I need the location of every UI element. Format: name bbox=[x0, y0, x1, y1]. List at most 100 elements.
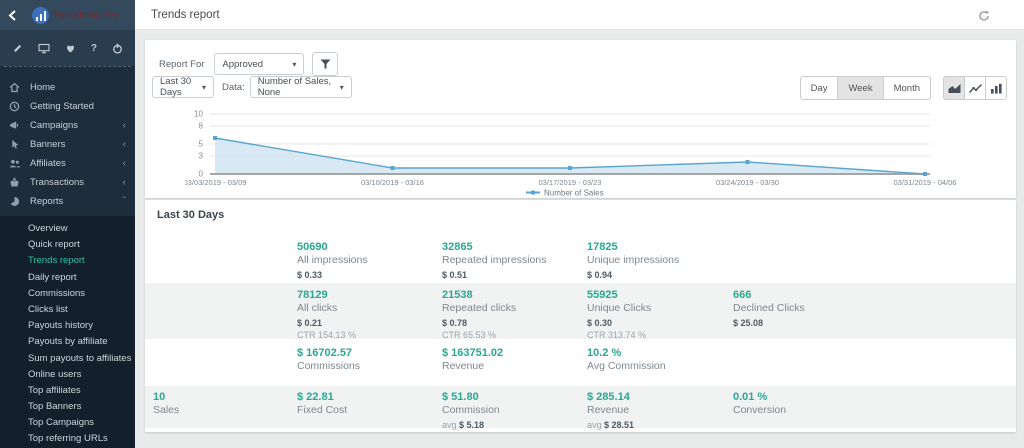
home-icon bbox=[9, 82, 22, 93]
granularity-month-button[interactable]: Month bbox=[883, 76, 931, 100]
sidebar-item-campaigns[interactable]: Campaigns ‹ bbox=[0, 116, 135, 135]
chart-point[interactable] bbox=[568, 166, 572, 170]
heart-icon[interactable] bbox=[65, 43, 76, 54]
stats-card: Last 30 Days 50690 All impressions $ 0.3… bbox=[145, 200, 1016, 432]
filter-button[interactable] bbox=[312, 52, 338, 76]
submenu-item-payouts-history[interactable]: Payouts history bbox=[0, 318, 135, 334]
chart-point[interactable] bbox=[746, 160, 750, 164]
pointer-icon bbox=[9, 139, 22, 150]
sidebar-item-label: Transactions bbox=[30, 177, 123, 188]
caret-down-icon: ▾ bbox=[194, 83, 206, 92]
bar-chart-button[interactable] bbox=[985, 76, 1007, 100]
submenu-item-top-banners[interactable]: Top Banners bbox=[0, 399, 135, 415]
bar-chart-icon bbox=[990, 83, 1003, 94]
stat-value: 666 bbox=[733, 289, 805, 301]
report-for-select[interactable]: Approved ▾ bbox=[214, 53, 304, 75]
funnel-icon bbox=[320, 59, 331, 69]
granularity-week-button[interactable]: Week bbox=[837, 76, 883, 100]
submenu-item-top-campaigns[interactable]: Top Campaigns bbox=[0, 415, 135, 431]
monitor-icon[interactable] bbox=[38, 43, 50, 54]
stat-fixed-cost: $ 22.81 Fixed Cost bbox=[297, 391, 347, 416]
stat-money: $ 0.78 bbox=[442, 318, 516, 328]
power-icon[interactable] bbox=[112, 43, 123, 54]
stat-conversion: 0.01 % Conversion bbox=[733, 391, 786, 416]
sidebar: Post Affiliate Pro ? Home Getting Starte… bbox=[0, 0, 135, 439]
sidebar-item-getting-started[interactable]: Getting Started bbox=[0, 97, 135, 116]
chart-point[interactable] bbox=[213, 136, 217, 140]
chart-point[interactable] bbox=[391, 166, 395, 170]
stat-value: $ 51.80 bbox=[442, 391, 500, 403]
submenu-item-top-referring-urls[interactable]: Top referring URLs bbox=[0, 431, 135, 447]
sidebar-item-affiliates[interactable]: Affiliates ‹ bbox=[0, 154, 135, 173]
y-tick-label: 8 bbox=[199, 122, 204, 131]
stat-label: Avg Commission bbox=[587, 360, 666, 372]
topbar: Trends report bbox=[135, 0, 1024, 30]
stat-value: 50690 bbox=[297, 241, 368, 253]
back-button[interactable] bbox=[0, 0, 24, 30]
help-icon[interactable]: ? bbox=[91, 43, 97, 54]
sidebar-menu: Home Getting Started Campaigns ‹ Banners… bbox=[0, 67, 135, 448]
submenu-item-quick-report[interactable]: Quick report bbox=[0, 237, 135, 253]
data-label: Data: bbox=[222, 82, 245, 93]
period-select[interactable]: Last 30 Days ▾ bbox=[152, 76, 214, 98]
trend-chart-card: Report For Approved ▾ Last 30 Days ▾ Dat… bbox=[145, 40, 1016, 198]
stat-repeated-impressions: 32865 Repeated impressions $ 0.51 bbox=[442, 241, 546, 280]
stat-commission: $ 51.80 Commission avg $ 5.18 bbox=[442, 391, 500, 430]
chart-legend[interactable]: Number of Sales bbox=[526, 189, 604, 197]
chevron-left-icon: ‹ bbox=[123, 140, 126, 150]
sidebar-item-banners[interactable]: Banners ‹ bbox=[0, 135, 135, 154]
y-tick-label: 3 bbox=[199, 152, 204, 161]
page-title: Trends report bbox=[151, 0, 220, 30]
stat-label: Fixed Cost bbox=[297, 404, 347, 416]
line-chart-button[interactable] bbox=[964, 76, 986, 100]
refresh-icon[interactable] bbox=[978, 9, 990, 27]
area-chart-button[interactable] bbox=[943, 76, 965, 100]
line-chart-icon bbox=[969, 83, 982, 94]
stat-all-clicks: 78129 All clicks $ 0.21 CTR 154.13 % bbox=[297, 289, 356, 340]
stat-money: $ 0.94 bbox=[587, 270, 679, 280]
stat-value: $ 163751.02 bbox=[442, 347, 503, 359]
submenu-item-overview[interactable]: Overview bbox=[0, 221, 135, 237]
stat-value: 17825 bbox=[587, 241, 679, 253]
sidebar-item-home[interactable]: Home bbox=[0, 78, 135, 97]
chart-type-toggle bbox=[943, 76, 1007, 100]
edit-icon[interactable] bbox=[12, 43, 23, 54]
chevron-left-icon bbox=[7, 9, 18, 22]
stat-money: $ 0.51 bbox=[442, 270, 546, 280]
chart-point[interactable] bbox=[923, 172, 927, 176]
pie-icon bbox=[9, 196, 22, 207]
submenu-item-trends-report[interactable]: Trends report bbox=[0, 253, 135, 269]
basket-icon bbox=[9, 177, 22, 188]
report-filter-row: Report For Approved ▾ bbox=[159, 52, 338, 76]
submenu-item-top-affiliates[interactable]: Top affiliates bbox=[0, 383, 135, 399]
stat-label: Unique Clicks bbox=[587, 302, 651, 314]
submenu-item-sum-payouts[interactable]: Sum payouts to affiliates bbox=[0, 351, 135, 367]
sidebar-item-transactions[interactable]: Transactions ‹ bbox=[0, 173, 135, 192]
submenu-item-payouts-by-affiliate[interactable]: Payouts by affiliate bbox=[0, 334, 135, 350]
report-for-label: Report For bbox=[159, 59, 204, 70]
stat-money: $ 0.33 bbox=[297, 270, 368, 280]
reports-submenu: Overview Quick report Trends report Dail… bbox=[0, 216, 135, 448]
stat-label: Declined Clicks bbox=[733, 302, 805, 314]
chevron-left-icon: ‹ bbox=[123, 159, 126, 169]
submenu-item-clicks-list[interactable]: Clicks list bbox=[0, 302, 135, 318]
submenu-item-commissions[interactable]: Commissions bbox=[0, 286, 135, 302]
stat-label: Unique impressions bbox=[587, 254, 679, 266]
stat-revenue: $ 163751.02 Revenue bbox=[442, 347, 503, 372]
stat-label: Commission bbox=[442, 404, 500, 416]
legend-label: Number of Sales bbox=[544, 189, 604, 197]
submenu-item-online-users[interactable]: Online users bbox=[0, 367, 135, 383]
chevron-left-icon: ‹ bbox=[123, 178, 126, 188]
stat-commissions: $ 16702.57 Commissions bbox=[297, 347, 360, 372]
caret-down-icon: ▾ bbox=[284, 60, 296, 69]
data-select[interactable]: Number of Sales, None ▾ bbox=[250, 76, 352, 98]
submenu-item-daily-report[interactable]: Daily report bbox=[0, 270, 135, 286]
stat-repeated-clicks: 21538 Repeated clicks $ 0.78 CTR 65.53 % bbox=[442, 289, 516, 340]
granularity-day-button[interactable]: Day bbox=[800, 76, 839, 100]
sidebar-item-reports[interactable]: Reports ˇ bbox=[0, 192, 135, 211]
stat-all-impressions: 50690 All impressions $ 0.33 bbox=[297, 241, 368, 280]
x-tick-label: 03/03/2019 - 03/09 bbox=[185, 178, 246, 187]
stat-value: $ 16702.57 bbox=[297, 347, 360, 359]
chart-controls: Day Week Month bbox=[800, 76, 1007, 100]
stat-unique-impressions: 17825 Unique impressions $ 0.94 bbox=[587, 241, 679, 280]
